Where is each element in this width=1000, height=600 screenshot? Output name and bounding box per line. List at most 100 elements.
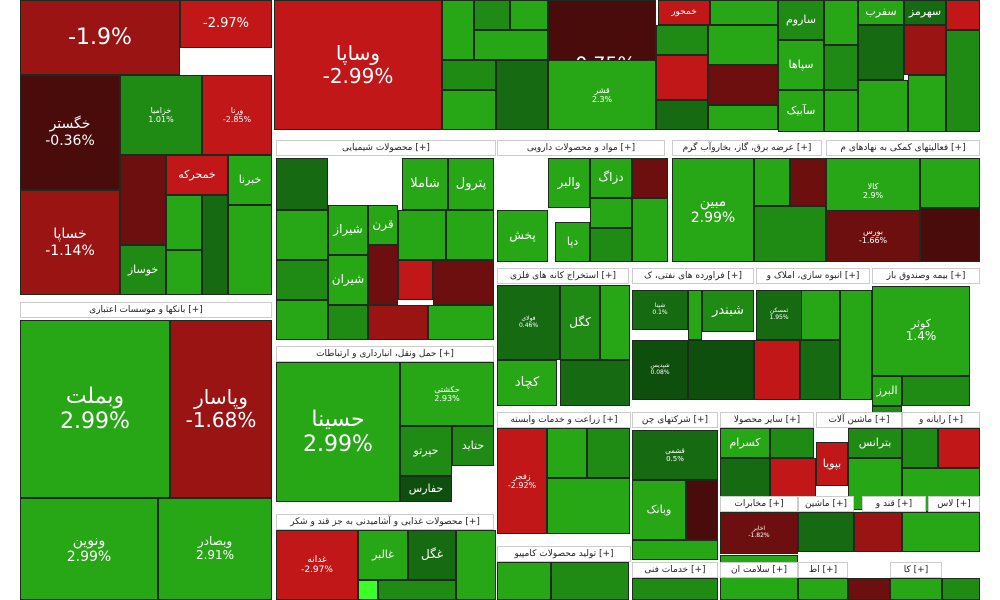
stock-tile[interactable] bbox=[824, 45, 858, 90]
stock-tile[interactable] bbox=[590, 228, 632, 262]
stock-tile[interactable]: حکشتی 2.93% bbox=[400, 362, 494, 426]
stock-tile[interactable]: بورس -1.66% bbox=[826, 210, 920, 262]
stock-tile[interactable] bbox=[770, 428, 814, 458]
stock-tile[interactable] bbox=[848, 578, 890, 600]
stock-tile[interactable] bbox=[708, 25, 778, 65]
stock-tile[interactable]: سهرمز bbox=[904, 0, 946, 25]
stock-tile[interactable] bbox=[908, 75, 946, 132]
stock-tile[interactable] bbox=[446, 210, 494, 260]
stock-tile[interactable] bbox=[824, 0, 858, 45]
stock-tile[interactable] bbox=[708, 65, 778, 105]
sector-header[interactable]: حمل ونقل، انبارداری و ارتباطات [+] bbox=[276, 346, 494, 362]
stock-tile[interactable]: ساروم bbox=[778, 0, 824, 40]
stock-tile[interactable]: سآبیک bbox=[778, 90, 824, 132]
stock-tile[interactable] bbox=[398, 260, 433, 300]
sector-header[interactable]: عرضه برق، گاز، بخاروآب گرم [+] bbox=[672, 140, 822, 156]
stock-tile[interactable] bbox=[798, 578, 848, 600]
stock-tile[interactable] bbox=[496, 60, 548, 130]
stock-tile[interactable] bbox=[456, 530, 496, 600]
stock-tile[interactable]: غالبر bbox=[358, 530, 408, 580]
stock-tile[interactable]: خمحور bbox=[658, 0, 710, 25]
stock-tile[interactable] bbox=[632, 158, 668, 198]
stock-tile[interactable] bbox=[656, 25, 708, 55]
stock-tile[interactable] bbox=[798, 512, 854, 552]
stock-tile[interactable] bbox=[710, 0, 778, 25]
stock-tile[interactable]: حپرتو bbox=[400, 426, 452, 476]
stock-tile[interactable]: وبملت 2.99% bbox=[20, 320, 170, 498]
stock-tile[interactable]: خگستر -0.36% bbox=[20, 75, 120, 190]
stock-tile[interactable] bbox=[938, 428, 980, 468]
stock-tile[interactable] bbox=[688, 340, 754, 400]
stock-tile[interactable] bbox=[276, 300, 328, 340]
stock-tile[interactable] bbox=[656, 55, 708, 100]
stock-tile[interactable]: پترول bbox=[448, 158, 494, 210]
stock-tile[interactable]: سپاها bbox=[778, 40, 824, 90]
stock-tile[interactable] bbox=[632, 540, 718, 560]
stock-tile[interactable] bbox=[276, 210, 328, 260]
stock-tile[interactable]: خزامیا 1.01% bbox=[120, 75, 202, 155]
stock-tile[interactable]: شپنا 0.1% bbox=[632, 290, 688, 330]
stock-tile[interactable] bbox=[328, 305, 368, 340]
stock-tile[interactable] bbox=[942, 578, 980, 600]
sector-header[interactable]: بیمه وصندوق باز [+] bbox=[872, 268, 980, 284]
stock-tile[interactable] bbox=[840, 290, 872, 400]
stock-tile[interactable] bbox=[551, 562, 629, 600]
stock-tile[interactable] bbox=[920, 208, 980, 262]
sector-header[interactable]: انبوه سازی، املاک و [+] bbox=[756, 268, 870, 284]
stock-tile[interactable] bbox=[202, 195, 228, 295]
stock-tile[interactable] bbox=[904, 25, 946, 75]
stock-tile[interactable] bbox=[474, 0, 510, 30]
stock-tile[interactable] bbox=[800, 340, 840, 400]
sector-header[interactable]: اط [+] bbox=[798, 562, 848, 578]
sector-header[interactable]: ماشین آلات [+] bbox=[816, 412, 902, 428]
stock-tile[interactable]: پخش bbox=[497, 210, 548, 262]
stock-tile[interactable] bbox=[442, 90, 496, 130]
stock-tile[interactable]: البرز bbox=[872, 376, 902, 406]
stock-tile[interactable] bbox=[708, 105, 778, 130]
stock-tile[interactable]: بپویا bbox=[816, 442, 848, 486]
sector-header[interactable]: محصولات شیمیایی [+] bbox=[276, 140, 496, 156]
stock-tile[interactable]: قرن bbox=[368, 205, 398, 245]
stock-tile[interactable] bbox=[754, 158, 790, 206]
sector-header[interactable]: زراعت و خدمات وابسته [+] bbox=[497, 412, 631, 428]
stock-tile[interactable]: فولای 0.46% bbox=[497, 285, 560, 360]
stock-tile[interactable] bbox=[902, 512, 980, 552]
stock-tile[interactable]: وبانک bbox=[632, 480, 686, 540]
stock-tile[interactable] bbox=[442, 0, 474, 60]
stock-tile[interactable] bbox=[790, 158, 826, 206]
stock-tile[interactable] bbox=[688, 290, 702, 340]
stock-tile[interactable] bbox=[497, 562, 551, 600]
stock-tile[interactable] bbox=[474, 30, 548, 60]
stock-tile[interactable] bbox=[587, 428, 630, 478]
stock-tile[interactable]: -2.97% bbox=[180, 0, 272, 48]
stock-tile[interactable] bbox=[632, 578, 718, 600]
stock-tile[interactable] bbox=[433, 260, 494, 305]
stock-tile[interactable]: شپدیس 0.08% bbox=[632, 340, 688, 400]
sector-header[interactable]: رایانه و [+] bbox=[902, 412, 980, 428]
stock-tile[interactable]: خمحرکه bbox=[166, 155, 228, 195]
stock-tile[interactable]: دزاگ bbox=[590, 158, 632, 198]
stock-tile[interactable] bbox=[946, 30, 980, 132]
stock-tile[interactable] bbox=[547, 428, 587, 478]
stock-tile[interactable]: شبندر bbox=[702, 290, 754, 332]
stock-tile[interactable] bbox=[902, 376, 970, 406]
sector-header[interactable]: مواد و محصولات دارویی [+] bbox=[497, 140, 665, 156]
stock-tile[interactable]: شاملا bbox=[402, 158, 448, 210]
sector-header[interactable]: تولید محصولات کامپیو [+] bbox=[497, 546, 631, 562]
stock-tile[interactable]: کچاد bbox=[497, 360, 557, 406]
stock-tile[interactable] bbox=[378, 580, 456, 600]
sector-header[interactable]: شرکتهای چن [+] bbox=[632, 412, 718, 428]
stock-tile[interactable] bbox=[754, 340, 800, 400]
stock-tile[interactable]: کگل bbox=[560, 285, 600, 360]
sector-header[interactable]: بانکها و موسسات اعتباری [+] bbox=[20, 302, 272, 318]
stock-tile[interactable]: زفجر -2.92% bbox=[497, 428, 547, 534]
stock-tile[interactable] bbox=[800, 290, 840, 340]
sector-header[interactable]: خدمات فنی [+] bbox=[632, 562, 718, 578]
stock-tile[interactable] bbox=[946, 0, 980, 30]
stock-tile[interactable] bbox=[902, 428, 938, 468]
sector-header[interactable]: کا [+] bbox=[890, 562, 942, 578]
stock-tile[interactable] bbox=[590, 198, 632, 228]
sector-header[interactable]: محصولات غذایی و آشامیدنی به جز قند و شکر… bbox=[276, 514, 494, 530]
stock-tile[interactable]: دپا bbox=[555, 222, 590, 262]
stock-tile[interactable]: مبین 2.99% bbox=[672, 158, 754, 262]
